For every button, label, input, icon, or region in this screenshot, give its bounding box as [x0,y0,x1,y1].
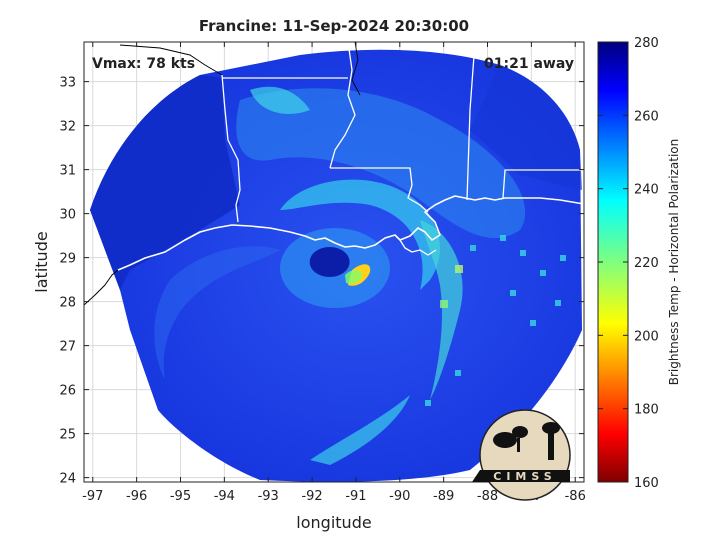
colorbar-ticks: 280 260 240 220 200 180 160 [598,36,659,491]
y-tick-label: 27 [59,340,76,355]
y-tick-label: 29 [59,252,76,267]
coastline-north-outside [119,44,223,76]
rain-band-east [420,220,463,400]
x-tick-label: -89 [433,489,454,504]
microwave-swath [90,49,582,482]
rain-band-southwest [154,246,280,380]
y-axis-label: latitude [32,231,51,292]
x-tick-label: -93 [258,489,279,504]
border-mississippi-river [329,42,356,169]
axes-frame [83,41,585,483]
colorbar-tick-label: 200 [634,329,659,344]
colorbar-label: Brightness Temp - Horizontal Polarizatio… [667,139,681,386]
rain-band-south [310,395,410,465]
border-louisiana-mississippi [330,167,429,213]
colorbar-tick-label: 180 [634,403,659,418]
x-tick-label: -97 [82,489,103,504]
coastlines [84,42,584,306]
y-tick-label: 25 [59,428,76,443]
y-tick-label: 31 [59,164,76,179]
coastline-delta [399,239,437,256]
y-tick-label: 33 [59,76,76,91]
x-tick-label: -92 [301,489,322,504]
x-tick-label: -91 [345,489,366,504]
coastline-black-north [351,42,361,96]
colorbar-tick-label: 280 [634,36,659,51]
convection-cells [425,235,566,406]
colorbar-tick-label: 260 [634,109,659,124]
x-tick-label: -88 [477,489,498,504]
map-title: Francine: 11-Sep-2024 20:30:00 [199,17,469,35]
coastline-west-outside [84,269,119,306]
border-mississippi-alabama [466,42,476,201]
rain-band-north [250,86,310,114]
colorbar-tick-label: 220 [634,256,659,271]
border-alabama-florida [502,169,584,199]
y-axis-ticks: 24 25 26 27 28 29 30 31 32 33 [59,76,584,487]
cimss-logo-text: CIMSS [493,470,556,483]
y-tick-label: 26 [59,384,76,399]
x-tick-label: -96 [126,489,147,504]
cimss-logo: CIMSS [472,409,571,501]
x-tick-label: -86 [565,489,586,504]
coastline-gulf [117,195,584,271]
land-warm-region [90,75,240,290]
eyewall-core [345,269,362,284]
x-tick-label: -95 [170,489,191,504]
border-texas-louisiana [221,74,241,223]
colorbar-tick-label: 160 [634,476,659,491]
rain-band-outer [236,88,526,239]
vmax-label: Vmax: 78 kts [92,56,195,72]
rain-band-inner [280,179,440,290]
y-tick-label: 32 [59,120,76,135]
x-tick-label: -94 [214,489,235,504]
x-tick-label: -90 [389,489,410,504]
time-away-label: 01:21 away [484,56,574,72]
hurricane-eye [309,247,350,277]
land-warm-region-east [470,65,582,190]
y-tick-label: 24 [59,472,76,487]
y-tick-label: 28 [59,296,76,311]
y-tick-label: 30 [59,208,76,223]
colorbar-tick-label: 240 [634,183,659,198]
x-axis-label: longitude [296,513,371,532]
